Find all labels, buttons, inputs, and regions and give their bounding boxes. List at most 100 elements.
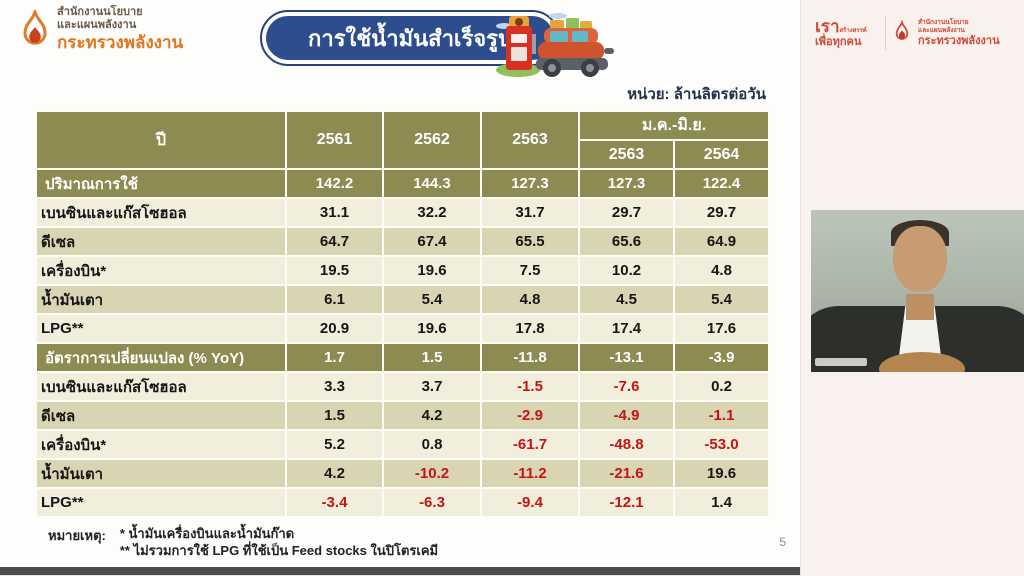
table-cell: 1.5 [382, 342, 482, 373]
table-cell: 5.4 [382, 284, 482, 315]
participant-name-label [815, 358, 867, 366]
participant-hand [879, 352, 965, 372]
table-cell: 0.8 [382, 429, 482, 460]
table-cell: -7.6 [578, 371, 675, 402]
table-cell: 4.2 [285, 458, 384, 489]
table-row: LPG** 20.9 19.6 17.8 17.4 17.6 [35, 313, 770, 344]
row-label: ดีเซล [35, 400, 287, 431]
footnote-1: * น้ำมันเครื่องบินและน้ำมันก๊าด [119, 526, 295, 541]
table-cell: 5.4 [673, 284, 770, 315]
row-label: LPG** [35, 487, 287, 518]
table-cell: 64.7 [285, 226, 384, 257]
row-label: น้ำมันเตา [35, 458, 287, 489]
table-cell: -48.8 [578, 429, 675, 460]
table-cell: 127.3 [578, 168, 675, 199]
header-2563: 2563 [480, 110, 580, 170]
table-cell: 122.4 [673, 168, 770, 199]
fuel-pump-car-illustration [496, 13, 614, 77]
video-sidebar: เราสร้างสรรค์ เพื่อทุกคน สำนักงานนโยบาย … [800, 0, 1024, 576]
row-label: อัตราการเปลี่ยนแปลง (% YoY) [35, 342, 287, 373]
table-cell: 142.2 [285, 168, 384, 199]
table-cell: 1.4 [673, 487, 770, 518]
table-cell: 5.2 [285, 429, 384, 460]
row-label: ดีเซล [35, 226, 287, 257]
table-cell: 10.2 [578, 255, 675, 286]
table-row: ดีเซล 1.5 4.2 -2.9 -4.9 -1.1 [35, 400, 770, 431]
table-cell: 31.1 [285, 197, 384, 228]
ministry-logo-text: สำนักงานนโยบาย และแผนพลังงาน กระทรวงพลัง… [918, 19, 1000, 48]
table-cell: -3.4 [285, 487, 384, 518]
header-jan-jun: ม.ค.-มิ.ย. [578, 110, 770, 141]
table-cell: 20.9 [285, 313, 384, 344]
header-2561: 2561 [285, 110, 384, 170]
table-cell: -6.3 [382, 487, 482, 518]
table-cell: 67.4 [382, 226, 482, 257]
table-cell: -1.1 [673, 400, 770, 431]
table-cell: 19.6 [382, 255, 482, 286]
slide-title: การใช้น้ำมันสำเร็จรูป [308, 25, 512, 51]
slide-bottom-bar [0, 567, 800, 576]
row-label: เบนซินและแก๊สโซฮอล [35, 371, 287, 402]
brand-logo: เราสร้างสรรค์ เพื่อทุกคน [815, 18, 877, 48]
page-number: 5 [779, 535, 786, 549]
table-row: น้ำมันเตา 6.1 5.4 4.8 4.5 5.4 [35, 284, 770, 315]
org-name-line2: และแผนพลังงาน [57, 19, 137, 31]
table-cell: -13.1 [578, 342, 675, 373]
table-cell: 17.6 [673, 313, 770, 344]
footnotes: หมายเหตุ: * น้ำมันเครื่องบินและน้ำมันก๊า… [48, 525, 438, 559]
header-year-col: ปี [35, 110, 287, 170]
row-label: น้ำมันเตา [35, 284, 287, 315]
table-cell: -11.8 [480, 342, 580, 373]
table-cell: 144.3 [382, 168, 482, 199]
table-cell: 17.4 [578, 313, 675, 344]
table-row: น้ำมันเตา 4.2 -10.2 -11.2 -21.6 19.6 [35, 458, 770, 489]
table-cell: -2.9 [480, 400, 580, 431]
unit-label: หน่วย: ล้านลิตรต่อวัน [627, 86, 766, 103]
table-cell: 19.5 [285, 255, 384, 286]
row-label: เบนซินและแก๊สโซฮอล [35, 197, 287, 228]
table-cell: 7.5 [480, 255, 580, 286]
table-cell: -1.5 [480, 371, 580, 402]
table-cell: 127.3 [480, 168, 580, 199]
table-header-row: ปี 2561 2562 2563 ม.ค.-มิ.ย. [35, 110, 770, 170]
table-row: ปริมาณการใช้ 142.2 144.3 127.3 127.3 122.4 [35, 168, 770, 199]
table-row: อัตราการเปลี่ยนแปลง (% YoY) 1.7 1.5 -11.8 -1… [35, 342, 770, 373]
header-2562: 2562 [382, 110, 482, 170]
table-cell: 29.7 [673, 197, 770, 228]
subheader-2564: 2564 [673, 139, 770, 170]
logo-divider [885, 16, 886, 50]
table-subheader-row: 2563 2564 [36, 139, 770, 170]
ministry-flame-icon [895, 20, 909, 40]
webcam-video[interactable] [811, 210, 1024, 372]
table-cell: -61.7 [480, 429, 580, 460]
table-cell: 4.2 [382, 400, 482, 431]
table-cell: 3.3 [285, 371, 384, 402]
table-cell: -11.2 [480, 458, 580, 489]
brand-word-bottom: เพื่อทุกคน [815, 36, 862, 48]
table-cell: 19.6 [673, 458, 770, 489]
table-row: LPG** -3.4 -6.3 -9.4 -12.1 1.4 [35, 487, 770, 518]
table-cell: 4.8 [480, 284, 580, 315]
table-cell: 17.8 [480, 313, 580, 344]
ministry-line1: สำนักงานนโยบาย [918, 18, 969, 26]
table-cell: 29.7 [578, 197, 675, 228]
table-cell: -4.9 [578, 400, 675, 431]
table-row: เครื่องบิน* 5.2 0.8 -61.7 -48.8 -53.0 [35, 429, 770, 460]
participant-neck [906, 294, 934, 320]
row-label: เครื่องบิน* [35, 429, 287, 460]
row-label: ปริมาณการใช้ [35, 168, 287, 199]
table-cell: 4.5 [578, 284, 675, 315]
ministry-line3: กระทรวงพลังงาน [918, 34, 1000, 47]
table-row: เบนซินและแก๊สโซฮอล 31.1 32.2 31.7 29.7 29.7 [35, 197, 770, 228]
table-cell: -53.0 [673, 429, 770, 460]
row-label: LPG** [35, 313, 287, 344]
table-cell: 32.2 [382, 197, 482, 228]
table-cell: 3.7 [382, 371, 482, 402]
table-cell: 65.5 [480, 226, 580, 257]
table-cell: 0.2 [673, 371, 770, 402]
table-cell: 1.5 [285, 400, 384, 431]
brand-word-main: เรา [815, 17, 840, 36]
table-row: เครื่องบิน* 19.5 19.6 7.5 10.2 4.8 [35, 255, 770, 286]
subheader-2563: 2563 [578, 139, 675, 170]
